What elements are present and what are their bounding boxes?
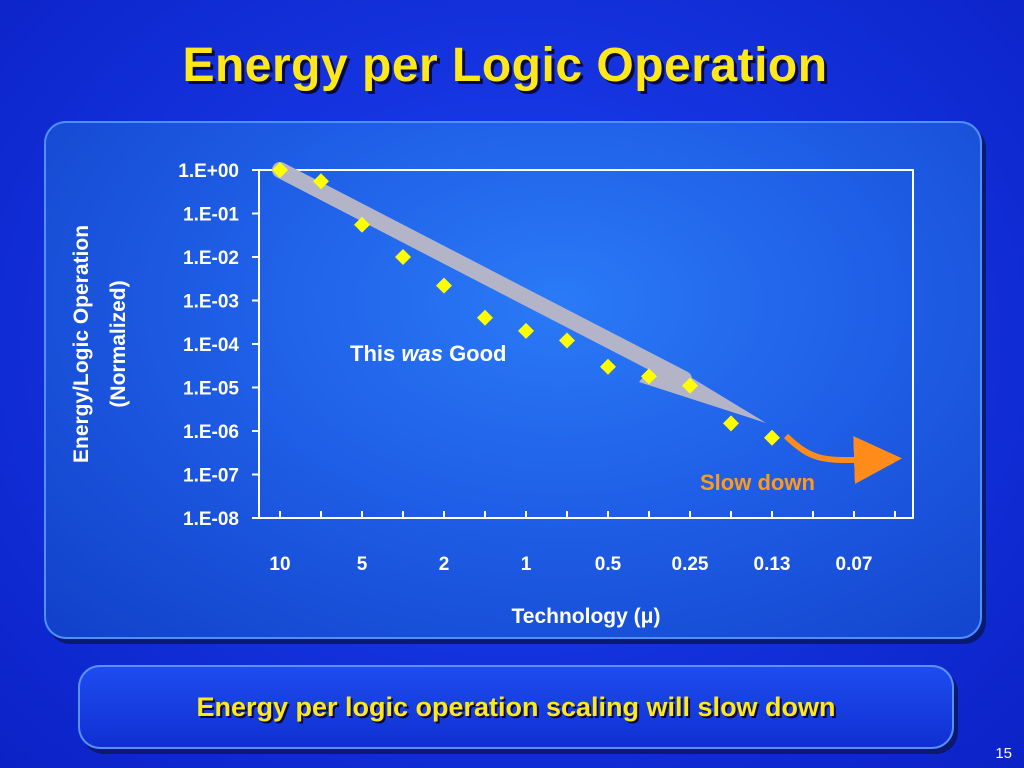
data-point-diamond	[764, 429, 780, 446]
x-tick-label: 5	[357, 554, 368, 575]
annotation-tail: Good	[449, 341, 506, 366]
slide-title: Energy per Logic Operation	[182, 39, 828, 92]
annotation-slow-down: Slow down	[700, 470, 815, 495]
data-point-diamond	[436, 277, 452, 294]
x-tick-label: 0.25	[672, 554, 709, 575]
x-tick-label: 0.13	[754, 554, 791, 575]
data-point-diamond	[518, 322, 534, 339]
caption-box: Energy per logic operation scaling will …	[78, 665, 954, 749]
x-axis-title: Technology (μ)	[512, 605, 661, 628]
data-point-diamond	[559, 332, 575, 349]
x-tick-label: 0.5	[595, 554, 622, 575]
y-tick-label: 1.E-06	[183, 422, 239, 443]
y-tick-label: 1.E-07	[183, 466, 239, 487]
x-tick-label: 2	[439, 554, 450, 575]
annotation-plain: This	[350, 341, 401, 366]
y-tick-label: 1.E-08	[183, 509, 239, 530]
data-points	[272, 162, 780, 446]
data-point-diamond	[641, 368, 657, 385]
y-tick-label: 1.E-03	[183, 292, 239, 313]
x-tick-label: 0.07	[836, 554, 873, 575]
y-axis-title-line-2: (Normalized)	[107, 280, 130, 407]
data-point-diamond	[395, 249, 411, 265]
data-point-diamond	[723, 415, 739, 432]
x-axis: 10 5 2 1 0.5 0.25 0.13 0.07	[269, 511, 896, 575]
y-tick-label: 1.E-04	[183, 335, 239, 356]
energy-chart: 1.E+00 1.E-01 1.E-02 1.E-03 1.E-04 1.E-05 1.E-…	[70, 161, 914, 628]
data-point-diamond	[313, 173, 329, 190]
slow-down-arrow	[783, 433, 902, 485]
y-tick-label: 1.E-05	[183, 379, 239, 400]
y-axis: 1.E+00 1.E-01 1.E-02 1.E-03 1.E-04 1.E-05 1.E-…	[178, 161, 259, 530]
y-tick-label: 1.E-01	[183, 205, 239, 226]
trend-arrow	[272, 162, 766, 423]
x-tick-label: 10	[269, 554, 290, 575]
y-tick-label: 1.E+00	[178, 161, 239, 182]
x-tick-label: 1	[521, 554, 532, 575]
data-point-diamond	[477, 309, 493, 326]
y-axis-title: Energy/Logic Operation (Normalized)	[70, 225, 130, 463]
data-point-diamond	[600, 358, 616, 375]
chart-panel: 1.E+00 1.E-01 1.E-02 1.E-03 1.E-04 1.E-05 1.E-…	[44, 121, 982, 639]
data-point-diamond	[354, 216, 370, 233]
data-point-diamond	[272, 162, 288, 178]
caption-text: Energy per logic operation scaling will …	[196, 691, 836, 722]
y-tick-label: 1.E-02	[183, 248, 239, 269]
annotation-this-was-good: This was Good	[350, 341, 507, 366]
data-point-diamond	[682, 377, 698, 394]
page-number: 15	[995, 745, 1012, 762]
y-axis-title-line-1: Energy/Logic Operation	[70, 225, 93, 463]
annotation-italic: was	[401, 341, 443, 366]
